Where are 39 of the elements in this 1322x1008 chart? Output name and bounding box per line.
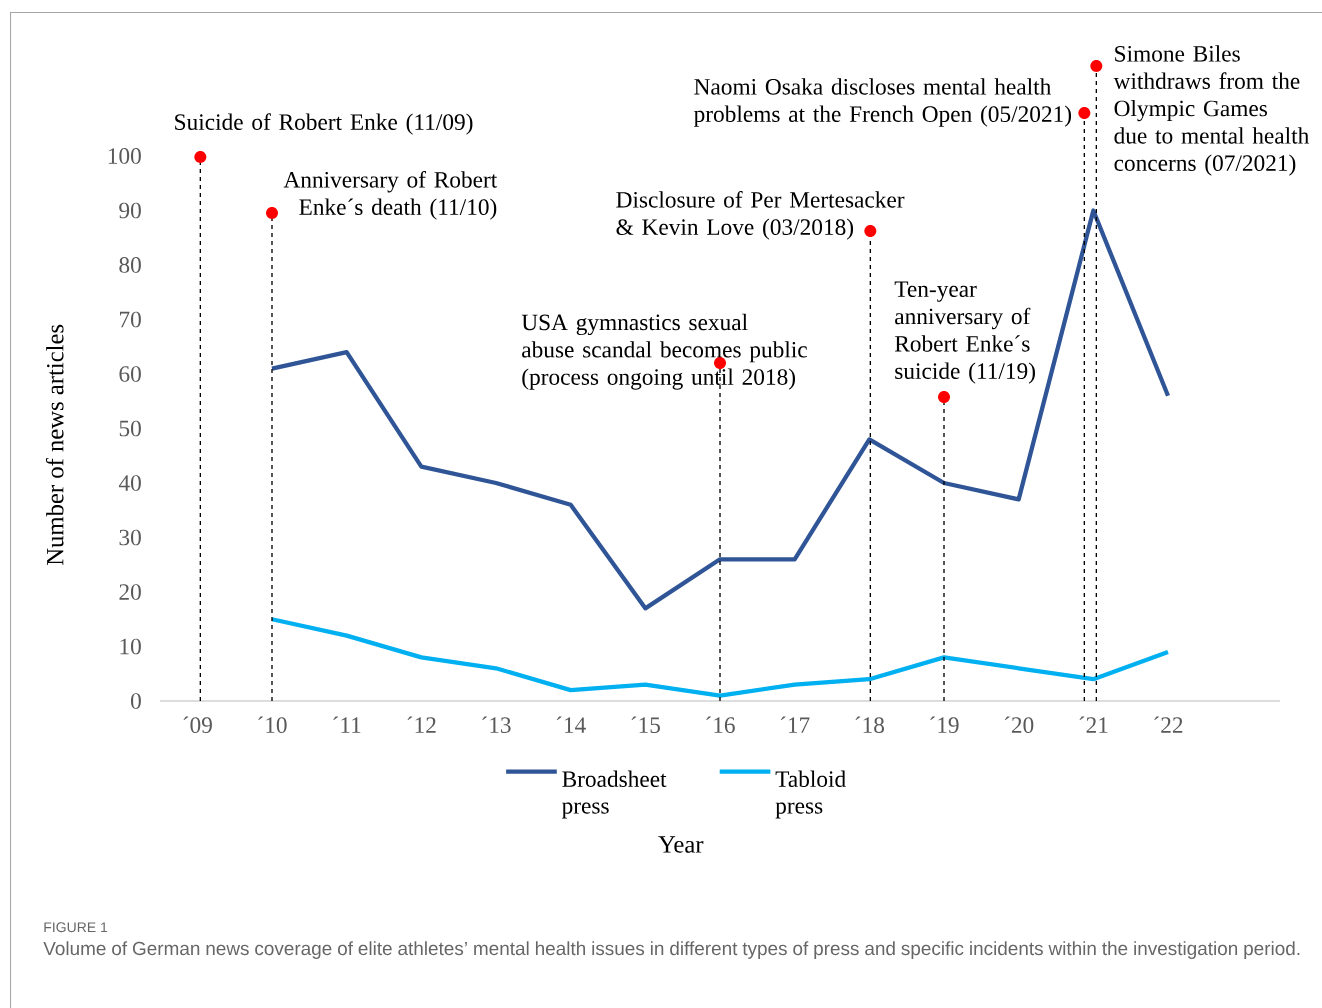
- y-tick-label: 0: [131, 693, 141, 709]
- y-tick-label: 90: [119, 202, 141, 219]
- x-tick-label: ´15: [631, 716, 660, 734]
- x-tick-label: ´17: [780, 716, 810, 733]
- legend-label: Tabloid press: [775, 770, 846, 819]
- x-tick-label: ´10: [258, 716, 287, 734]
- y-tick-label: 70: [119, 311, 141, 328]
- legend-label: Broadsheet press: [561, 770, 667, 819]
- y-tick-label: 20: [119, 584, 141, 600]
- x-tick-label: ´09: [183, 716, 212, 734]
- ref-line-label: Naomi Osaka discloses mental health problems at the French Open (05/2021): [693, 78, 1072, 127]
- y-axis-title: Number of news articles: [45, 324, 64, 566]
- y-tick-label: 10: [120, 638, 141, 655]
- y-tick-label: 30: [119, 529, 141, 546]
- x-tick-label: ´20: [1004, 716, 1034, 734]
- x-tick-label: ´14: [556, 716, 586, 733]
- y-tick-label: 80: [119, 257, 141, 273]
- y-tick-label: 40: [118, 475, 141, 491]
- line-series: [269, 617, 1171, 698]
- x-tick-label: ´18: [855, 716, 884, 734]
- x-tick-label: ´11: [333, 716, 361, 733]
- x-tick-label: ´19: [930, 716, 959, 734]
- ref-line-label: Anniversary of Robert Enke´s death (11/10): [283, 170, 498, 220]
- x-tick-label: ´22: [1154, 716, 1183, 733]
- x-tick-label: ´12: [407, 716, 436, 733]
- text: Volume of German news coverage of elite athletes’ mental health issues in different types of press and specific incidents within the investigation period.: [43, 941, 1300, 959]
- x-tick-label: ´13: [482, 716, 511, 734]
- ref-line-label: Simone Biles withdraws from the Olympic Games due to mental health concerns (07/2021): [1113, 45, 1309, 176]
- y-tick-label: 60: [119, 366, 141, 382]
- ref-line-label: Disclosure of Per Mertesacker & Kevin Love (03/2018): [616, 190, 905, 240]
- y-tick-label: 100: [108, 148, 141, 164]
- caption: FIGURE 1: [44, 922, 108, 933]
- ref-line-label: USA gymnastics sexual abuse scandal becomes public (process ongoing until 2018): [521, 313, 807, 390]
- ref-line-label: Ten-year anniversary of Robert Enke´s suicide (11/19): [894, 281, 1035, 384]
- x-tick-label: ´16: [706, 716, 735, 734]
- x-tick-label: ´21: [1079, 716, 1108, 733]
- ref-line-label: Suicide of Robert Enke (11/09): [175, 113, 473, 135]
- x-axis-title: Year: [658, 836, 704, 853]
- y-tick-label: 50: [119, 420, 141, 437]
